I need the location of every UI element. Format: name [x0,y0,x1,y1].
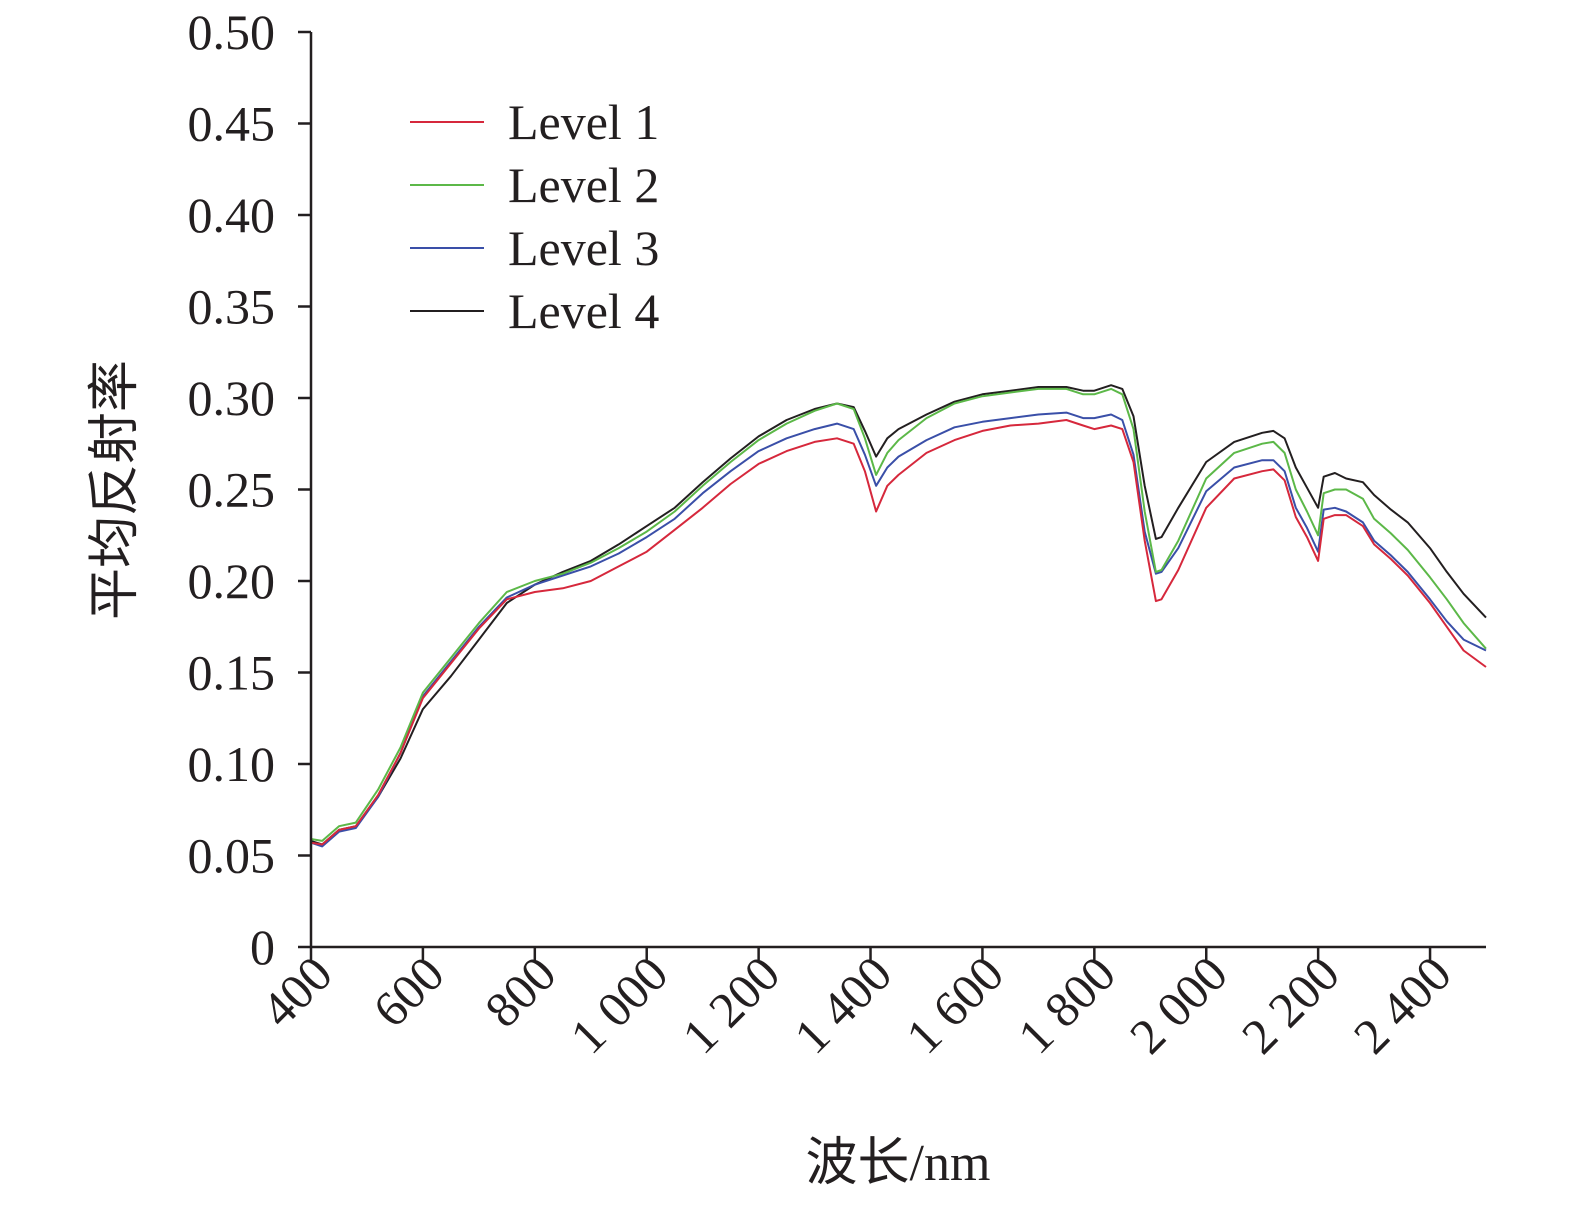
legend-label: Level 2 [508,157,659,213]
y-axis-title: 平均反射率 [87,360,144,620]
y-tick-label: 0.35 [188,279,276,335]
series-line-level-2 [310,387,1487,842]
x-tick-label: 1 000 [559,945,678,1064]
y-tick-label: 0.40 [188,187,276,243]
y-tick-label: 0.20 [188,553,276,609]
x-tick-label: 2 000 [1119,945,1238,1064]
series-line-level-1 [310,419,1487,846]
y-tick-label: 0.15 [188,645,276,701]
x-tick-label: 2 200 [1231,945,1350,1064]
axes: 0 0.05 0.10 0.15 0.20 0.25 0.30 0.35 0.40 0.45 0.5… [188,4,1486,1064]
y-tick-label: 0 [250,919,275,975]
legend-label: Level 1 [508,94,659,150]
y-tick-label: 0.50 [188,4,276,60]
y-tick-label: 0.10 [188,736,276,792]
series-line-level-3 [310,411,1487,848]
y-tick-label: 0.30 [188,370,276,426]
x-tick-label: 1 200 [671,945,790,1064]
x-tick-label: 1 600 [895,945,1014,1064]
x-tick-label: 1 800 [1007,945,1126,1064]
y-tick-label: 0.25 [188,462,276,518]
series-layer [310,384,1487,848]
y-tick-label: 0.05 [188,828,276,884]
x-tick-label: 2 400 [1343,945,1462,1064]
x-tick-label: 600 [362,945,455,1038]
y-tick-label: 0.45 [188,96,276,152]
legend-label: Level 3 [508,220,659,276]
legend: Level 1 Level 2 Level 3 Level 4 [410,94,659,339]
x-axis-title: 波长/nm [806,1135,991,1192]
legend-label: Level 4 [508,283,659,339]
x-tick-label: 800 [474,945,567,1038]
x-tick-label: 1 400 [783,945,902,1064]
